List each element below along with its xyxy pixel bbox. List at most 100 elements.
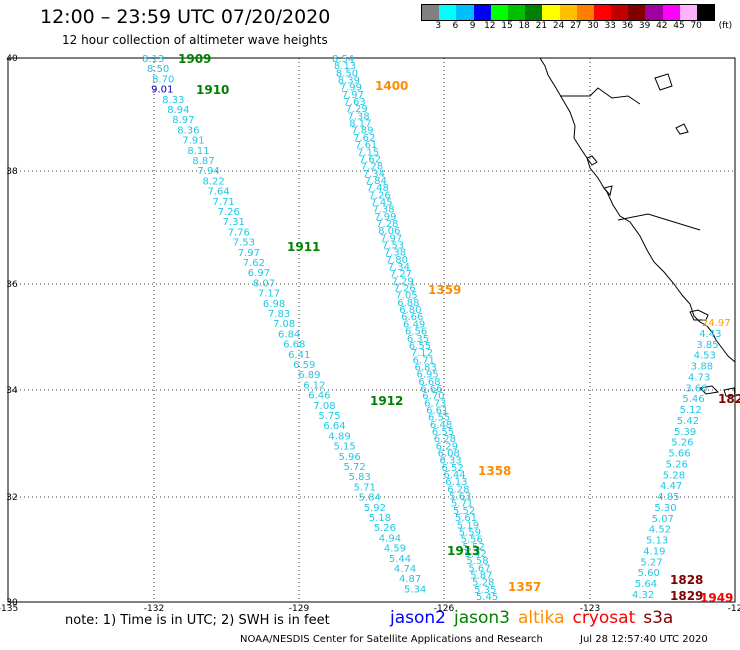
lat-tick-label: 30 — [6, 598, 18, 608]
swh-value: 6.66 — [420, 384, 442, 395]
swh-value: 6.98 — [263, 299, 285, 310]
lat-tick-label: 38 — [6, 167, 18, 177]
swh-value: 7.17 — [258, 289, 280, 300]
pass-time-label: 1359 — [428, 283, 461, 297]
swh-value: 8.06 — [378, 226, 400, 237]
legend-label: 42 — [656, 21, 668, 31]
pass-time-label: 1828 — [670, 573, 703, 587]
swh-value: 5.58 — [466, 556, 488, 567]
legend-label: 3 — [435, 21, 442, 31]
swh-value: 4.89 — [328, 431, 350, 442]
legend-swatch — [456, 5, 474, 20]
state-border — [560, 87, 641, 105]
swh-value: 7.76 — [228, 227, 250, 238]
swh-value: 7.29 — [392, 276, 414, 287]
swh-value: 5.67 — [468, 563, 490, 574]
swh-value: 4.19 — [643, 546, 665, 557]
swh-value: 8.11 — [187, 146, 209, 157]
pass-time-label: 1912 — [370, 394, 403, 408]
legend-swatch — [662, 5, 680, 20]
legend-label: 12 — [484, 21, 496, 31]
satellite-legend-s3a: s3a — [643, 608, 674, 628]
swh-value: 3.85 — [696, 340, 718, 351]
swh-value: 5.42 — [677, 416, 699, 427]
swh-value: 8.97 — [172, 115, 194, 126]
swh-value: 5.71 — [451, 499, 473, 510]
swh-value: 6.48 — [430, 420, 452, 431]
swh-value: 5.13 — [646, 536, 668, 547]
swh-value: 4.53 — [694, 351, 716, 362]
swh-value: 8.50 — [147, 64, 169, 75]
swh-value: 8.50 — [336, 68, 358, 79]
swh-value: 5.56 — [461, 535, 483, 546]
swh-value: 8.39 — [338, 76, 360, 87]
pass-time-label: 1913 — [447, 544, 480, 558]
swh-value: 7.48 — [367, 183, 389, 194]
pass-time-label: 182 — [718, 392, 740, 406]
swh-value: 5.42 — [464, 549, 486, 560]
swh-value: 7.38 — [347, 111, 369, 122]
legend-unit: (ft) — [718, 21, 733, 31]
swh-value: 6.59 — [293, 360, 315, 371]
swh-value: 7.15 — [357, 147, 379, 158]
swh-value: 5.52 — [453, 506, 475, 517]
swh-value: 7.62 — [353, 133, 375, 144]
swh-value: 5.19 — [457, 520, 479, 531]
lon-tick-label: -135 — [0, 604, 18, 614]
legend-label: 30 — [587, 21, 599, 31]
swh-value: 8.13 — [142, 54, 164, 65]
swh-value: 5.44 — [389, 554, 411, 565]
lat-tick-label: 32 — [6, 493, 17, 503]
swh-value: 5.61 — [455, 513, 477, 524]
swh-value: 5.92 — [364, 503, 386, 514]
swh-value: 6.29 — [436, 441, 458, 452]
map-subtitle: 12 hour collection of altimeter wave hei… — [62, 33, 328, 47]
swh-value: 5.28 — [663, 470, 685, 481]
swh-value: 4.94 — [379, 533, 401, 544]
swh-value: 7.28 — [361, 162, 383, 173]
legend-label: 70 — [690, 21, 702, 31]
swh-value: 7.84 — [365, 176, 387, 187]
swh-value: 7.28 — [376, 219, 398, 230]
swh-value: 5.28 — [472, 578, 494, 589]
legend-label: 24 — [552, 21, 565, 31]
legend-label: 9 — [469, 21, 476, 31]
swh-value: 7.71 — [213, 197, 235, 208]
pass-time-label: 1358 — [478, 464, 511, 478]
swh-value: 6.28 — [434, 434, 456, 445]
swh-value: 7.31 — [223, 217, 245, 228]
swh-value: 5.26 — [666, 459, 688, 470]
generated-timestamp: Jul 28 12:57:40 UTC 2020 — [580, 634, 708, 645]
swh-value: 6.70 — [422, 391, 444, 402]
swh-value: 5.18 — [369, 513, 391, 524]
swh-value: 6.49 — [403, 319, 425, 330]
map-title: 12:00 – 23:59 UTC 07/20/2020 — [40, 6, 331, 28]
lon-tick-label: -12 — [728, 604, 740, 614]
swh-value: 7.53 — [382, 241, 404, 252]
swh-value: 6.66 — [401, 312, 423, 323]
swh-value: 4.85 — [657, 492, 679, 503]
swh-value: 8.13 — [334, 61, 356, 72]
swh-value: 7.38 — [384, 248, 406, 259]
legend-swatch — [576, 5, 594, 20]
swh-value: 6.55 — [409, 341, 431, 352]
legend-label: 18 — [518, 21, 530, 31]
swh-value: 7.80 — [386, 255, 408, 266]
swh-value: 6.89 — [298, 370, 320, 381]
swh-value: 8.22 — [202, 176, 224, 187]
swh-value: 5.39 — [674, 427, 696, 438]
swh-value: 4.47 — [660, 481, 682, 492]
swh-value: 7.29 — [345, 104, 367, 115]
swh-value: 6.08 — [438, 449, 460, 460]
island-outline — [698, 385, 720, 395]
swh-value: 7.89 — [351, 126, 373, 137]
swh-value: 5.63 — [449, 492, 471, 503]
swh-value: 7.26 — [393, 284, 415, 295]
swh-value: 6.28 — [447, 484, 469, 495]
swh-value: 7.05 — [395, 291, 417, 302]
swh-value: 6.68 — [418, 377, 440, 388]
island-outline — [689, 309, 709, 321]
legend-swatch — [525, 5, 543, 20]
swh-value: 6.97 — [248, 268, 270, 279]
swh-value: 7.83 — [268, 309, 290, 320]
